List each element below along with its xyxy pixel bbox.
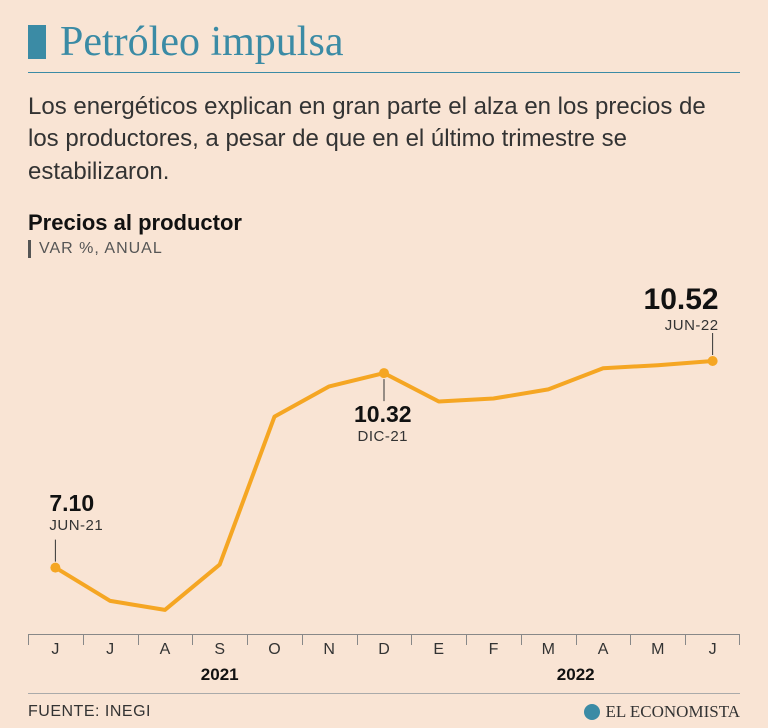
x-axis-tick: F — [466, 635, 521, 663]
x-axis-tick: M — [630, 635, 685, 663]
x-axis-tick: J — [685, 635, 740, 663]
x-axis-tick: J — [83, 635, 138, 663]
footer-row: FUENTE: INEGI EL ECONOMISTA — [28, 693, 740, 722]
description-text: Los energéticos explican en gran parte e… — [28, 91, 740, 188]
brand: EL ECONOMISTA — [584, 702, 740, 722]
year-label: 2021 — [28, 663, 411, 693]
brand-text: EL ECONOMISTA — [606, 702, 740, 722]
x-axis-tick: D — [357, 635, 412, 663]
data-point-label: 10.52JUN-22 — [623, 283, 719, 334]
title-marker — [28, 25, 46, 59]
chart-subtitle: VAR %, ANUAL — [39, 240, 163, 258]
x-axis-tick: A — [576, 635, 631, 663]
x-axis-tick: S — [192, 635, 247, 663]
x-axis-tick: J — [28, 635, 83, 663]
year-row: 20212022 — [28, 663, 740, 693]
data-point-label: 10.32DIC-21 — [354, 401, 412, 445]
chart-area: 7.10JUN-21 10.32DIC-21 10.52JUN-22 — [28, 262, 740, 632]
x-axis-tick: A — [138, 635, 193, 663]
x-axis-tick: O — [247, 635, 302, 663]
year-label: 2022 — [411, 663, 740, 693]
data-point-label: 7.10JUN-21 — [49, 490, 103, 534]
page-title: Petróleo impulsa — [60, 18, 343, 66]
source-text: FUENTE: INEGI — [28, 703, 151, 721]
title-underline — [28, 72, 740, 73]
x-axis-row: JJASONDEFMAMJ — [28, 634, 740, 663]
x-axis-tick: E — [411, 635, 466, 663]
subtitle-bar — [28, 240, 31, 258]
chart-subtitle-row: VAR %, ANUAL — [28, 240, 740, 258]
x-axis-tick: M — [521, 635, 576, 663]
chart-title: Precios al productor — [28, 210, 740, 236]
title-row: Petróleo impulsa — [28, 18, 740, 66]
x-axis-tick: N — [302, 635, 357, 663]
globe-icon — [584, 704, 600, 720]
